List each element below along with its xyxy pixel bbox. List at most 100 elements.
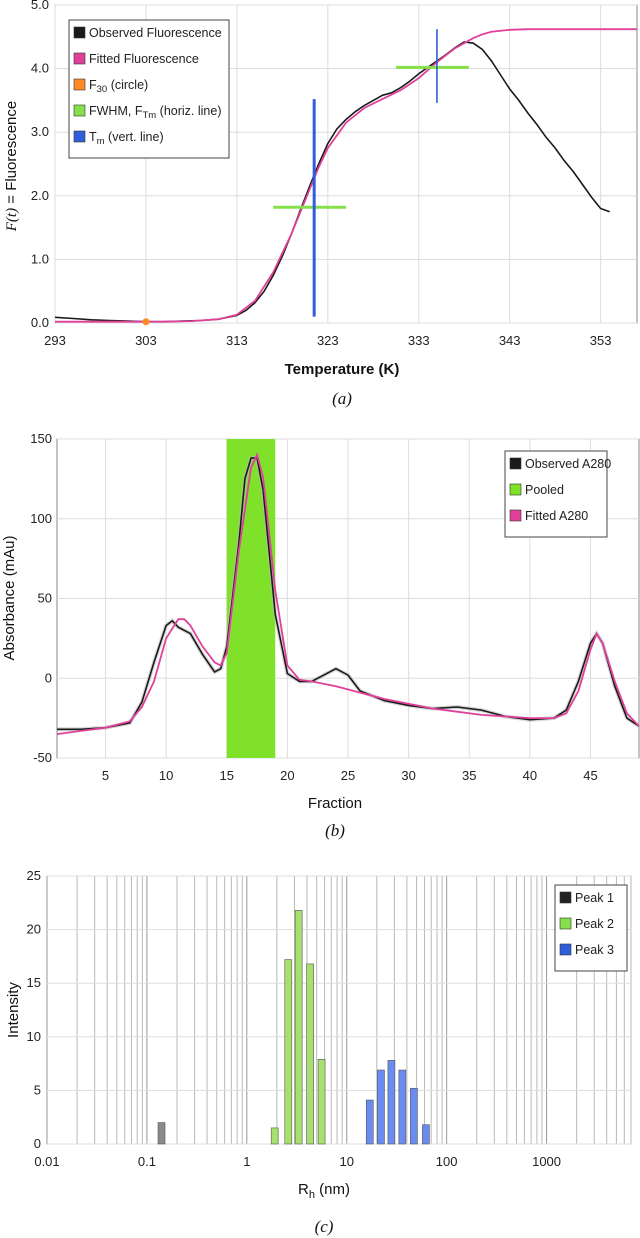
legend-swatch bbox=[509, 509, 522, 522]
x-tick-label: 35 bbox=[462, 768, 476, 783]
bar-peak-3 bbox=[365, 1099, 374, 1145]
legend: Peak 1 Peak 2 Peak 3 bbox=[554, 884, 628, 972]
y-tick-label: 5 bbox=[34, 1082, 41, 1097]
legend-swatch bbox=[73, 52, 86, 65]
legend: Observed Fluorescence Fitted Fluorescence… bbox=[68, 19, 230, 159]
legend-frame bbox=[68, 19, 230, 159]
y-tick-label: 0.0 bbox=[31, 315, 49, 330]
series-lines bbox=[54, 28, 637, 323]
legend-swatch bbox=[73, 78, 86, 91]
legend-swatch bbox=[559, 943, 572, 956]
legend-swatch bbox=[73, 104, 86, 117]
panel-a-fluorescence-chart: 293 303 313 323 333 343 353 0.0 1.0 2.0 3.0 4.0 5.0… bbox=[3, 0, 638, 408]
x-tick-label: 15 bbox=[220, 768, 234, 783]
fit-markers bbox=[142, 29, 469, 326]
bar-peak-3 bbox=[387, 1060, 396, 1145]
y-tick-labels: 0 5 10 15 20 25 bbox=[27, 868, 41, 1151]
y-tick-label: 15 bbox=[27, 975, 41, 990]
x-tick-label: 353 bbox=[590, 333, 612, 348]
bar-peak-1 bbox=[157, 1122, 166, 1145]
bar-peak-2 bbox=[317, 1059, 326, 1145]
x-tick-label: 343 bbox=[499, 333, 521, 348]
pooled-band bbox=[226, 439, 276, 758]
legend-label-rest: (vert. line) bbox=[105, 130, 164, 144]
legend-label: Peak 1 bbox=[575, 891, 614, 905]
legend-label: Observed A280 bbox=[525, 457, 611, 471]
y-axis-title: F(t) = Fluorescence bbox=[3, 101, 20, 232]
legend-label-rest: (horiz. line) bbox=[156, 104, 221, 118]
x-tick-label: 333 bbox=[408, 333, 430, 348]
legend: Observed A280 Pooled Fitted A280 bbox=[504, 450, 611, 538]
fitted-a280-line bbox=[56, 452, 640, 735]
bars bbox=[157, 910, 430, 1145]
legend-label: Tm (vert. line) bbox=[89, 130, 164, 147]
y-tick-label: 150 bbox=[30, 431, 52, 446]
y-axis-title-italic: F(t) bbox=[4, 208, 20, 232]
legend-swatch bbox=[509, 457, 522, 470]
y-tick-label: 10 bbox=[27, 1029, 41, 1044]
x-tick-label: 0.1 bbox=[138, 1154, 156, 1169]
y-tick-label: -50 bbox=[33, 750, 52, 765]
fitted-fluorescence-line bbox=[55, 28, 637, 323]
x-tick-label: 1 bbox=[243, 1154, 250, 1169]
legend-swatch bbox=[559, 891, 572, 904]
y-tick-label: 50 bbox=[38, 591, 52, 606]
bar-peak-2 bbox=[306, 963, 314, 1145]
y-tick-labels: -50 0 50 100 150 bbox=[30, 431, 52, 765]
y-tick-label: 0 bbox=[45, 670, 52, 685]
x-tick-label: 0.01 bbox=[34, 1154, 59, 1169]
x-tick-labels: 5 10 15 20 25 30 35 40 45 bbox=[102, 768, 598, 783]
caption-b: (b) bbox=[325, 821, 345, 840]
legend-label: FWHM, FTm (horiz. line) bbox=[89, 104, 221, 121]
f30-circle bbox=[142, 318, 150, 326]
observed-a280-line bbox=[57, 457, 640, 731]
y-tick-label: 4.0 bbox=[31, 61, 49, 76]
y-axis-title-rest: = Fluorescence bbox=[3, 101, 20, 208]
legend-swatch bbox=[559, 917, 572, 930]
legend-label: F30 (circle) bbox=[89, 78, 148, 95]
bar-peak-3 bbox=[422, 1124, 430, 1145]
x-tick-label: 323 bbox=[317, 333, 339, 348]
legend-swatch bbox=[73, 130, 86, 143]
x-tick-label: 1000 bbox=[532, 1154, 561, 1169]
bar-peak-3 bbox=[410, 1087, 418, 1145]
bar-peak-2 bbox=[270, 1127, 279, 1145]
legend-label: Peak 2 bbox=[575, 917, 614, 931]
y-tick-labels: 0.0 1.0 2.0 3.0 4.0 5.0 bbox=[31, 0, 49, 330]
y-axis-title: Intensity bbox=[5, 982, 22, 1038]
gridlines bbox=[46, 875, 632, 1145]
x-axis-title: Temperature (K) bbox=[285, 361, 400, 378]
x-tick-label: 40 bbox=[523, 768, 537, 783]
pooled-region bbox=[226, 439, 276, 758]
legend-label-main: F bbox=[89, 78, 97, 92]
plot-area bbox=[46, 875, 632, 1145]
y-tick-label: 25 bbox=[27, 868, 41, 883]
caption-a: (a) bbox=[332, 389, 352, 408]
bar-peak-3 bbox=[377, 1069, 385, 1145]
legend-label-sub: m bbox=[97, 136, 105, 147]
x-tick-label: 313 bbox=[226, 333, 248, 348]
legend-label-rest: (circle) bbox=[107, 78, 148, 92]
panel-b-absorbance-chart: 5 10 15 20 25 30 35 40 45 -50 0 50 100 150 Observed … bbox=[1, 431, 640, 840]
x-tick-label: 10 bbox=[340, 1154, 354, 1169]
x-axis-title: Fraction bbox=[308, 795, 362, 812]
x-axis-title-main: R bbox=[298, 1181, 309, 1198]
x-tick-label: 25 bbox=[341, 768, 355, 783]
y-tick-label: 20 bbox=[27, 922, 41, 937]
legend-label: Fitted A280 bbox=[525, 509, 588, 523]
x-tick-label: 20 bbox=[280, 768, 294, 783]
legend-label-sub: 30 bbox=[97, 84, 108, 95]
y-tick-label: 2.0 bbox=[31, 188, 49, 203]
caption-c: (c) bbox=[315, 1217, 334, 1236]
legend-label: Peak 3 bbox=[575, 943, 614, 957]
x-axis-title: Rh (nm) bbox=[298, 1181, 350, 1201]
y-tick-label: 100 bbox=[30, 511, 52, 526]
x-tick-label: 10 bbox=[159, 768, 173, 783]
legend-label-main: FWHM, F bbox=[89, 104, 143, 118]
y-axis-title: Absorbance (mAu) bbox=[1, 535, 18, 660]
bar-peak-2 bbox=[294, 910, 303, 1145]
legend-label: Fitted Fluorescence bbox=[89, 52, 199, 66]
y-tick-label: 5.0 bbox=[31, 0, 49, 12]
